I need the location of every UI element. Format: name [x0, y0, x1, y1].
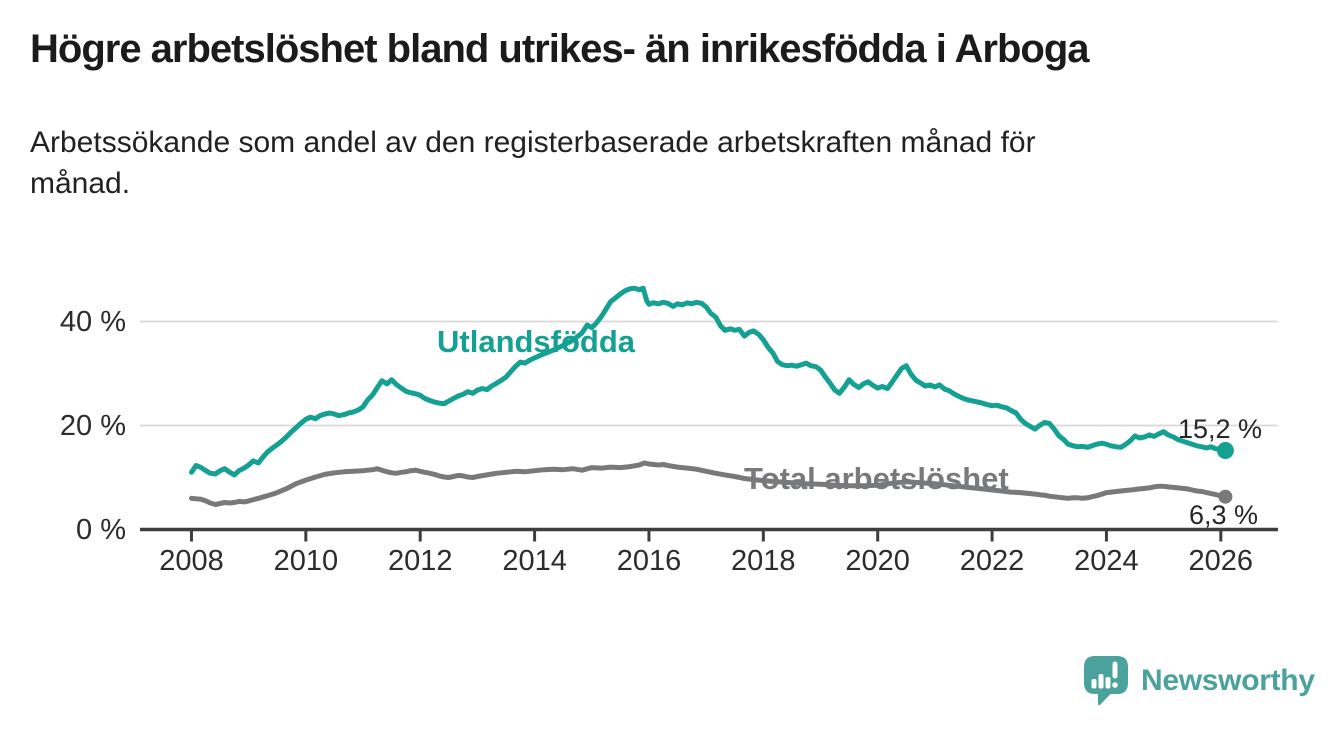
x-axis-tick-label: 2024	[1074, 545, 1139, 577]
newsworthy-logo-icon	[1084, 656, 1128, 706]
series-end-dot-1	[1218, 489, 1233, 504]
x-axis-tick-label: 2020	[845, 545, 910, 577]
y-axis-tick-label: 20 %	[59, 409, 126, 442]
series-line-1	[189, 460, 1228, 507]
latest-value-label-utlandsfodda: 15,2 %	[1177, 414, 1262, 444]
x-axis-tick-label: 2014	[502, 545, 567, 577]
page-title: Högre arbetslöshet bland utrikes- än inr…	[30, 27, 1090, 71]
x-axis-tick-label: 2016	[616, 545, 682, 577]
latest-value-label-total: 6,3 %	[1188, 500, 1258, 530]
subtitle-line-2: månad.	[30, 167, 131, 200]
newsworthy-branding[interactable]: Newsworthy	[1083, 655, 1315, 707]
series-end-dot-0	[1216, 442, 1234, 459]
chart-subtitle: Arbetssökande som andel av den registerb…	[30, 122, 1270, 204]
newsworthy-brand-name: Newsworthy	[1141, 664, 1315, 697]
x-axis-tick-label: 2008	[159, 545, 224, 577]
y-axis-tick-label: 40 %	[59, 305, 126, 338]
x-axis-tick-label: 2010	[273, 545, 339, 577]
series-line-0	[189, 285, 1228, 478]
x-axis-tick-label: 2012	[387, 545, 453, 577]
x-axis-tick-label: 2018	[731, 545, 796, 577]
x-axis-tick-label: 2022	[959, 545, 1025, 577]
y-axis-tick-label: 0 %	[76, 513, 126, 546]
series-label-total-arbetsloshet: Total arbetslöshet	[744, 461, 1009, 496]
series-label-utlandsfodda: Utlandsfödda	[437, 324, 636, 359]
x-axis-tick-label: 2026	[1188, 545, 1254, 577]
subtitle-line-1: Arbetssökande som andel av den registerb…	[30, 126, 1036, 159]
